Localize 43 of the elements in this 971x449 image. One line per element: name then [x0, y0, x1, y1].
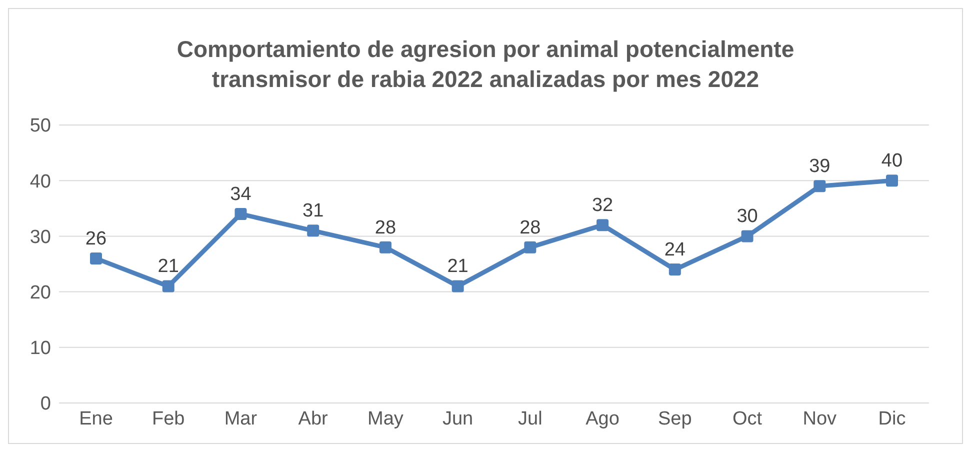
y-tick-label: 20	[30, 282, 51, 304]
point	[524, 241, 536, 254]
point	[90, 252, 102, 264]
x-tick-label: Ago	[586, 408, 620, 430]
data-label: 40	[881, 150, 903, 172]
point	[307, 224, 320, 237]
y-tick-label: 30	[30, 226, 51, 248]
y-tick-label: 50	[30, 116, 51, 137]
data-label: 32	[592, 195, 614, 216]
data-label: 21	[447, 256, 468, 278]
data-label: 28	[374, 217, 396, 238]
data-label: 31	[302, 200, 324, 222]
point	[452, 280, 464, 292]
y-tick-label: 10	[30, 338, 51, 360]
data-label: 34	[230, 184, 252, 205]
data-label: 30	[736, 206, 758, 228]
data-label: 39	[809, 156, 830, 178]
point	[379, 241, 392, 254]
y-tick-label: 0	[40, 394, 51, 415]
x-tick-label: Nov	[802, 408, 838, 430]
x-tick-label: Dic	[878, 408, 906, 430]
point	[886, 174, 898, 187]
x-tick-label: Mar	[224, 408, 258, 430]
point	[234, 208, 247, 220]
x-tick-label: Sep	[658, 408, 692, 430]
y-tick-label: 40	[30, 171, 51, 192]
x-tick-label: Ene	[79, 408, 113, 430]
x-tick-label: Jun	[442, 408, 474, 430]
x-tick-label: May	[368, 408, 404, 430]
point	[741, 230, 754, 242]
chart-title: Comportamiento de agresion por animal potencialmente transmisor de rabia 2022 analizadas por mes 2022	[176, 35, 796, 94]
data-label: 24	[664, 240, 686, 261]
x-tick-label: Abr	[298, 408, 329, 430]
point	[162, 280, 174, 292]
point	[814, 180, 826, 192]
data-label: 26	[85, 228, 107, 250]
point	[668, 264, 681, 276]
x-tick-label: Oct	[732, 408, 763, 430]
x-tick-label: Jul	[518, 408, 542, 430]
x-tick-label: Feb	[152, 408, 185, 430]
data-label: 28	[520, 217, 541, 238]
data-label: 21	[158, 256, 179, 278]
point	[596, 219, 609, 232]
